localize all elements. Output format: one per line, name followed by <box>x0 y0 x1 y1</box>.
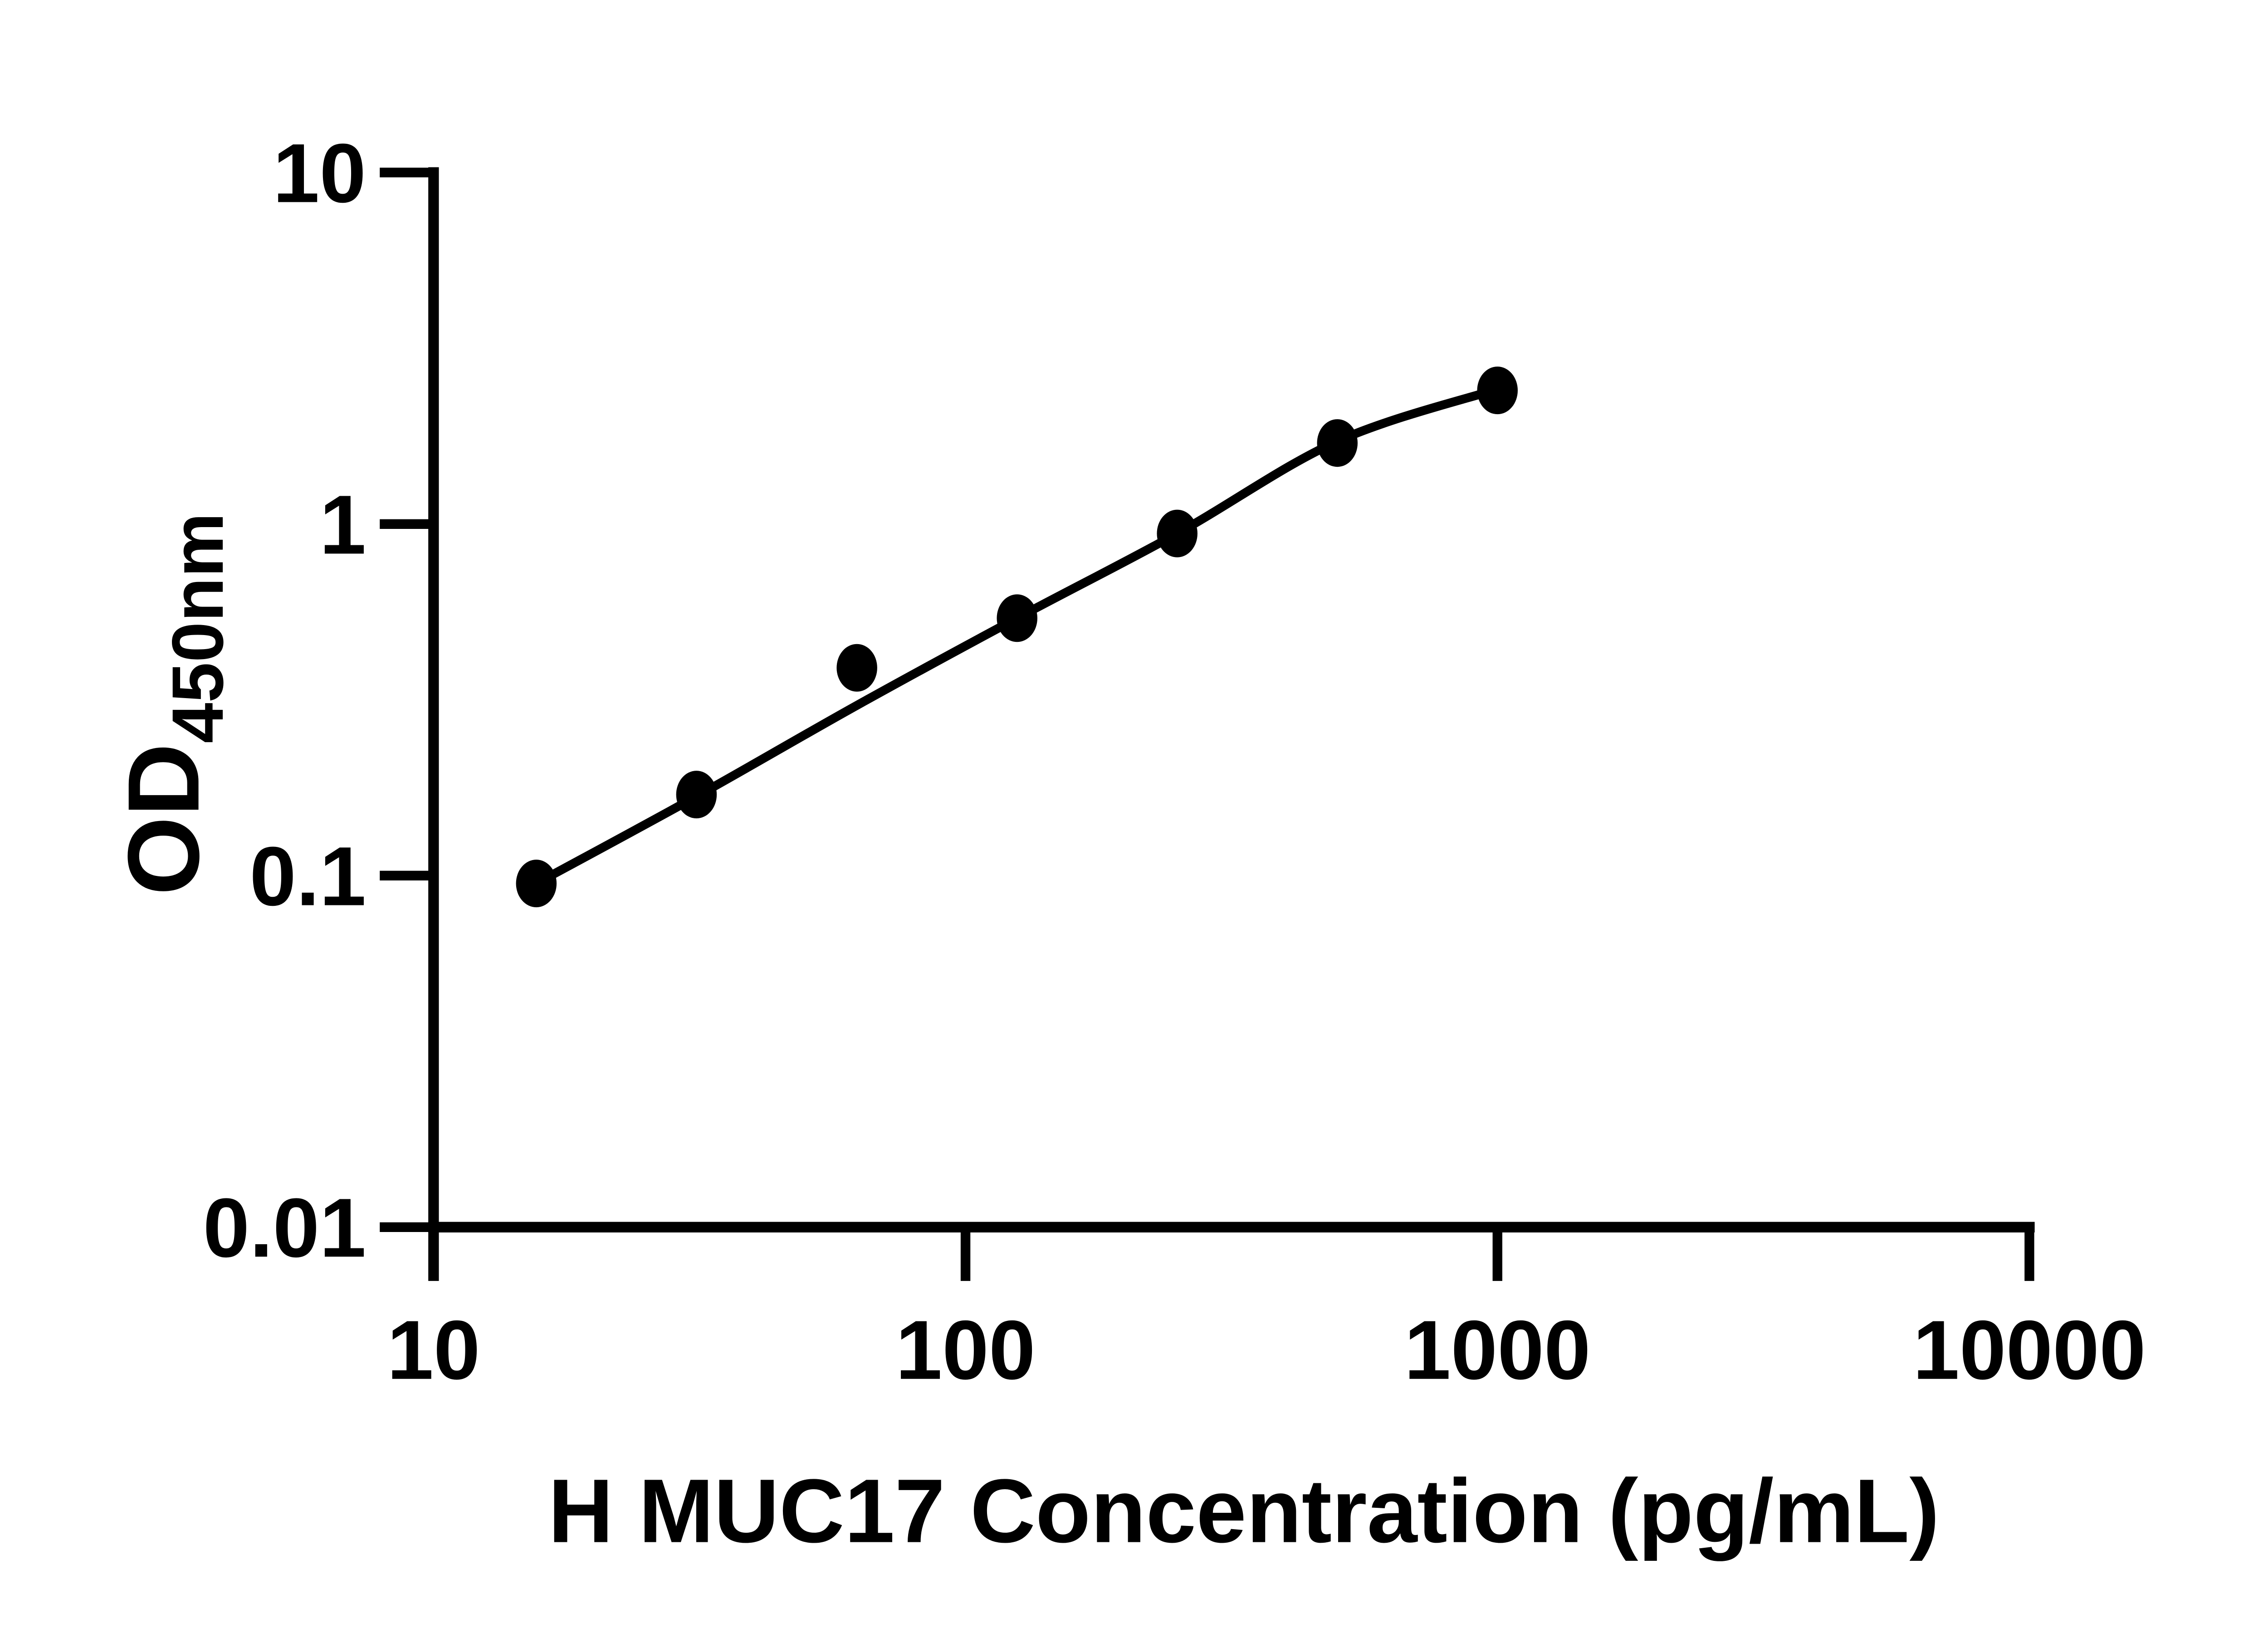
y-axis-title-subscript: 450nm <box>157 513 238 743</box>
data-point-250pg-ml <box>1157 509 1198 557</box>
x-axis-title: H MUC17 Concentration (pg/mL) <box>548 1461 1939 1562</box>
ticks-layer <box>380 167 2034 1281</box>
figure-background <box>0 22 2268 1611</box>
x-tick-label-100: 100 <box>895 1304 1035 1397</box>
x-tick-label-1000: 1000 <box>1404 1304 1591 1397</box>
y-tick-label-0.01: 0.01 <box>203 1181 367 1275</box>
y-axis-title-main: OD <box>108 743 220 895</box>
y-tick-label-10: 10 <box>273 127 367 220</box>
y-axis-title: OD450nm <box>108 513 238 895</box>
data-point-15.6pg-ml <box>516 860 557 908</box>
x-tick-label-10: 10 <box>387 1304 480 1397</box>
data-point-31.2pg-ml <box>676 771 717 819</box>
data-point-125pg-ml <box>997 594 1037 642</box>
data-point-1000pg-ml <box>1477 367 1518 415</box>
axes-layer <box>428 167 2035 1281</box>
y-tick-label-0.1: 0.1 <box>249 830 366 923</box>
data-point-500pg-ml <box>1317 419 1358 467</box>
data-point-62.5pg-ml <box>836 644 877 692</box>
x-tick-label-10000: 10000 <box>1913 1304 2146 1397</box>
y-tick-label-1: 1 <box>319 478 366 572</box>
data-points-layer <box>516 367 1518 908</box>
